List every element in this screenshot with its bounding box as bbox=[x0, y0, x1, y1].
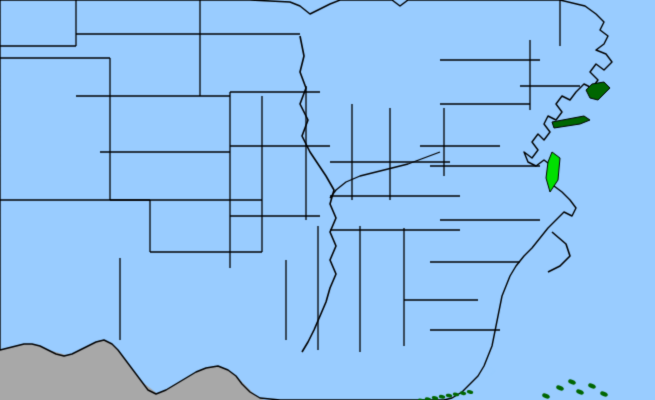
map-viewport: US County Choropleth Map bbox=[0, 0, 655, 400]
county-choropleth-map bbox=[0, 0, 655, 400]
